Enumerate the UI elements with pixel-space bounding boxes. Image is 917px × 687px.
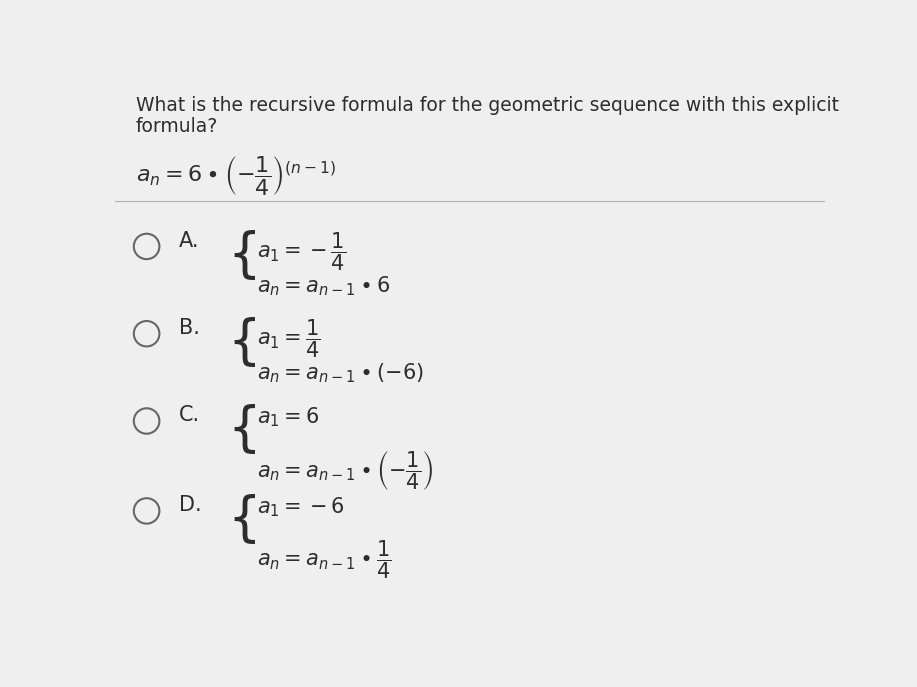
Text: $\{$: $\{$ bbox=[226, 315, 256, 369]
Text: $\{$: $\{$ bbox=[226, 403, 256, 456]
Text: $a_1 = \dfrac{1}{4}$: $a_1 = \dfrac{1}{4}$ bbox=[257, 318, 320, 361]
Text: $\{$: $\{$ bbox=[226, 228, 256, 282]
Text: C.: C. bbox=[179, 405, 200, 425]
Text: formula?: formula? bbox=[136, 117, 218, 136]
Text: What is the recursive formula for the geometric sequence with this explicit: What is the recursive formula for the ge… bbox=[136, 95, 839, 115]
Text: $a_n = a_{n-1} \bullet 6$: $a_n = a_{n-1} \bullet 6$ bbox=[257, 274, 390, 297]
Text: $a_1 = 6$: $a_1 = 6$ bbox=[257, 405, 319, 429]
Text: $a_n = 6 \bullet \left(-\dfrac{1}{4}\right)^{(n-1)}$: $a_n = 6 \bullet \left(-\dfrac{1}{4}\rig… bbox=[136, 154, 337, 197]
Text: $a_1 = -\dfrac{1}{4}$: $a_1 = -\dfrac{1}{4}$ bbox=[257, 231, 346, 273]
Text: $\{$: $\{$ bbox=[226, 493, 256, 546]
Text: $a_n = a_{n-1} \bullet \dfrac{1}{4}$: $a_n = a_{n-1} \bullet \dfrac{1}{4}$ bbox=[257, 539, 392, 581]
Text: $a_n = a_{n-1} \bullet (-6)$: $a_n = a_{n-1} \bullet (-6)$ bbox=[257, 361, 424, 385]
Text: $a_1 = -6$: $a_1 = -6$ bbox=[257, 495, 345, 519]
Text: B.: B. bbox=[179, 318, 200, 338]
Text: A.: A. bbox=[179, 231, 199, 251]
Text: $a_n = a_{n-1} \bullet \left(-\dfrac{1}{4}\right)$: $a_n = a_{n-1} \bullet \left(-\dfrac{1}{… bbox=[257, 449, 434, 491]
Text: D.: D. bbox=[179, 495, 201, 515]
